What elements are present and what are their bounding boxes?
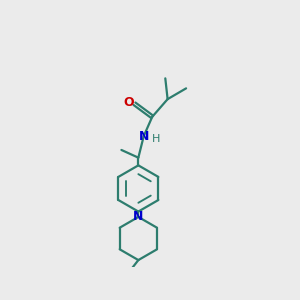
Text: H: H (152, 134, 160, 144)
Text: O: O (124, 96, 134, 109)
Text: N: N (139, 130, 149, 142)
Text: N: N (133, 211, 143, 224)
